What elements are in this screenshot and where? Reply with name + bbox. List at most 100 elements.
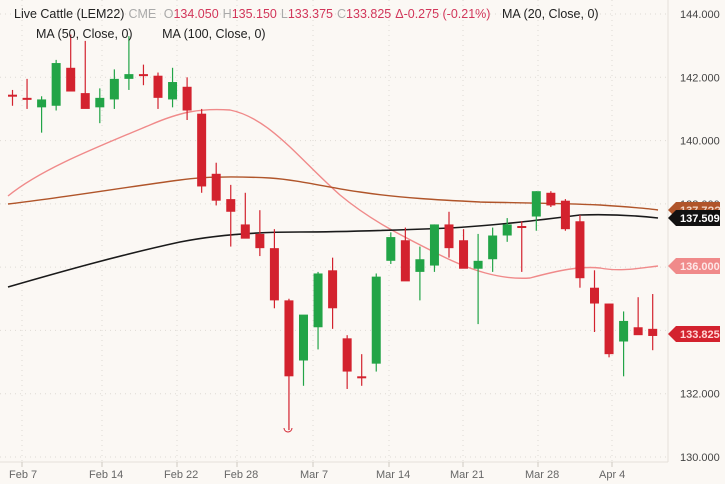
- candle[interactable]: [546, 191, 556, 208]
- candle[interactable]: [328, 257, 338, 329]
- candle-body: [604, 303, 614, 355]
- high-label: H: [222, 7, 232, 21]
- candle-body: [66, 67, 76, 92]
- candle-body: [138, 74, 148, 77]
- candle[interactable]: [502, 218, 512, 242]
- candle[interactable]: [124, 36, 134, 90]
- low-marker: [283, 427, 293, 433]
- candle-body: [37, 99, 47, 108]
- candle[interactable]: [95, 88, 105, 124]
- x-tick-label: Mar 7: [300, 469, 328, 481]
- candle[interactable]: [386, 232, 396, 264]
- candle[interactable]: [488, 227, 498, 272]
- open-value: 134.050: [173, 7, 219, 21]
- candle-body: [80, 93, 90, 109]
- candle[interactable]: [473, 233, 483, 325]
- candle[interactable]: [226, 184, 236, 247]
- candle-body: [371, 276, 381, 364]
- candle[interactable]: [138, 64, 148, 86]
- candle[interactable]: [255, 210, 265, 257]
- candle-body: [415, 259, 425, 272]
- candle-body: [255, 233, 265, 249]
- candle[interactable]: [8, 89, 17, 106]
- candle[interactable]: [240, 192, 250, 239]
- candle[interactable]: [211, 162, 221, 206]
- candle-body: [313, 273, 323, 328]
- candle[interactable]: [429, 224, 439, 272]
- candles: [8, 34, 658, 433]
- candle[interactable]: [415, 246, 425, 301]
- candle[interactable]: [357, 354, 367, 386]
- candle[interactable]: [517, 221, 527, 272]
- candle[interactable]: [284, 298, 294, 431]
- candle-body: [619, 320, 629, 342]
- candle[interactable]: [575, 214, 585, 288]
- candle-body: [546, 192, 556, 206]
- ma20-price-tag-bg: [668, 258, 720, 274]
- candle[interactable]: [459, 229, 469, 269]
- candle[interactable]: [109, 69, 119, 109]
- candle[interactable]: [22, 78, 32, 109]
- candle-body: [342, 338, 352, 372]
- candle[interactable]: [371, 273, 381, 372]
- y-tick-label: 142.000: [680, 72, 720, 84]
- y-tick-label: 144.000: [680, 9, 720, 21]
- x-tick-label: Feb 7: [9, 469, 37, 481]
- last-price-tag: 133.825: [668, 326, 720, 342]
- ma20-price-tag-text: 136.000: [680, 261, 720, 273]
- high-value: 135.150: [231, 7, 277, 21]
- ma50-line: [7, 176, 659, 211]
- candle-body: [182, 86, 192, 111]
- candle-body: [95, 97, 105, 108]
- candle[interactable]: [604, 303, 614, 358]
- candle[interactable]: [51, 59, 61, 111]
- candle[interactable]: [590, 270, 599, 333]
- candle-body: [648, 328, 658, 336]
- symbol-name: Live Cattle (LEM22): [14, 7, 125, 21]
- candle[interactable]: [168, 67, 178, 108]
- candle-body: [211, 173, 221, 201]
- candle[interactable]: [633, 297, 643, 336]
- candle[interactable]: [153, 72, 163, 109]
- candle[interactable]: [37, 96, 47, 133]
- ma100-legend[interactable]: MA (100, Close, 0): [162, 27, 266, 41]
- candle-body: [386, 237, 396, 261]
- ma50-legend[interactable]: MA (50, Close, 0): [36, 27, 133, 41]
- candle[interactable]: [80, 40, 90, 109]
- ma100-price-tag-text: 137.509: [680, 213, 720, 225]
- candle-body: [299, 314, 308, 361]
- candle[interactable]: [531, 191, 541, 231]
- candle-body: [226, 199, 236, 212]
- low-value: 133.375: [287, 7, 334, 21]
- candle[interactable]: [444, 211, 454, 258]
- candle-body: [240, 224, 250, 239]
- candle-body: [531, 191, 541, 217]
- x-tick-label: Feb 22: [164, 469, 198, 481]
- candle[interactable]: [400, 227, 410, 282]
- candle-body: [560, 200, 570, 230]
- x-tick-label: Feb 28: [224, 469, 258, 481]
- candle[interactable]: [560, 199, 570, 231]
- x-tick-label: Mar 28: [525, 469, 559, 481]
- x-tick-label: Mar 14: [376, 469, 410, 481]
- candle[interactable]: [66, 34, 76, 92]
- candle-body: [590, 287, 599, 304]
- candle[interactable]: [299, 314, 308, 386]
- candle-body: [51, 63, 61, 106]
- low-label: L: [280, 7, 288, 21]
- x-axis-labels: Feb 7 Feb 14 Feb 22 Feb 28 Mar 7 Mar 14 Mar 21…: [9, 462, 625, 481]
- candle[interactable]: [313, 271, 323, 350]
- candle-body: [124, 74, 134, 79]
- candle-body: [502, 224, 512, 236]
- candle-body: [8, 94, 17, 97]
- candle[interactable]: [182, 77, 192, 121]
- candle[interactable]: [269, 229, 279, 309]
- candle[interactable]: [197, 108, 207, 193]
- candle[interactable]: [619, 311, 629, 377]
- chart-legend: Live Cattle (LEM22) CME O134.050 H135.150 L…: [14, 7, 494, 21]
- ma20-legend[interactable]: MA (20, Close, 0): [502, 7, 599, 21]
- candle[interactable]: [342, 335, 352, 389]
- candle[interactable]: [648, 294, 658, 351]
